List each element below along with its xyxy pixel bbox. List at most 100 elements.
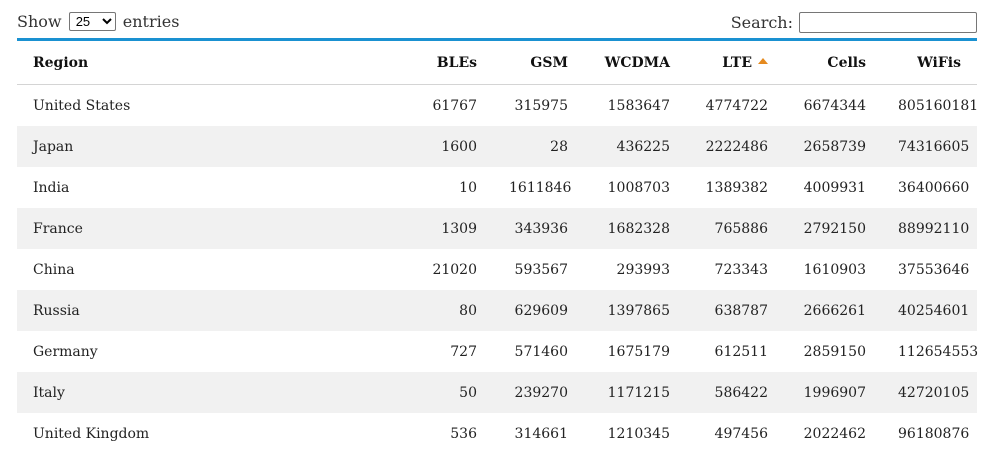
search-control: Search: xyxy=(731,12,977,33)
value-cell-bles: 10 xyxy=(343,167,493,208)
column-header-wifis[interactable]: WiFis xyxy=(882,41,977,85)
table-header: Region BLEs GSM WCDMA LTE Cells WiFis xyxy=(17,41,977,85)
value-cell-bles: 61767 xyxy=(343,85,493,127)
value-cell-lte: 638787 xyxy=(686,290,784,331)
data-table: Region BLEs GSM WCDMA LTE Cells WiFis United S… xyxy=(17,41,977,454)
region-cell: France xyxy=(17,208,343,249)
entries-per-page-select[interactable]: 25 xyxy=(69,12,116,31)
value-cell-lte: 2222486 xyxy=(686,126,784,167)
value-cell-gsm: 593567 xyxy=(493,249,584,290)
value-cell-wifis: 40254601 xyxy=(882,290,977,331)
column-header-wcdma[interactable]: WCDMA xyxy=(584,41,686,85)
value-cell-wcdma: 293993 xyxy=(584,249,686,290)
region-cell: United Kingdom xyxy=(17,413,343,454)
value-cell-cells: 2666261 xyxy=(784,290,882,331)
region-cell: Italy xyxy=(17,372,343,413)
value-cell-wcdma: 1583647 xyxy=(584,85,686,127)
value-cell-bles: 21020 xyxy=(343,249,493,290)
region-cell: Japan xyxy=(17,126,343,167)
value-cell-wifis: 42720105 xyxy=(882,372,977,413)
show-label: Show xyxy=(17,12,62,31)
value-cell-gsm: 28 xyxy=(493,126,584,167)
value-cell-wifis: 112654553 xyxy=(882,331,977,372)
value-cell-cells: 1996907 xyxy=(784,372,882,413)
table-wrapper: Show 25 entries Search: Region BLEs GSM WCD… xyxy=(17,0,977,454)
value-cell-lte: 723343 xyxy=(686,249,784,290)
column-header-bles[interactable]: BLEs xyxy=(343,41,493,85)
value-cell-wifis: 88992110 xyxy=(882,208,977,249)
column-header-label: LTE xyxy=(722,55,752,71)
column-header-label: BLEs xyxy=(437,55,477,71)
value-cell-cells: 2022462 xyxy=(784,413,882,454)
header-row: Region BLEs GSM WCDMA LTE Cells WiFis xyxy=(17,41,977,85)
value-cell-gsm: 629609 xyxy=(493,290,584,331)
column-header-region[interactable]: Region xyxy=(17,41,343,85)
value-cell-bles: 1309 xyxy=(343,208,493,249)
column-header-gsm[interactable]: GSM xyxy=(493,41,584,85)
column-header-label: Region xyxy=(33,55,88,71)
value-cell-gsm: 343936 xyxy=(493,208,584,249)
region-cell: India xyxy=(17,167,343,208)
value-cell-lte: 586422 xyxy=(686,372,784,413)
column-header-cells[interactable]: Cells xyxy=(784,41,882,85)
value-cell-bles: 727 xyxy=(343,331,493,372)
column-header-label: WCDMA xyxy=(605,55,670,71)
column-header-label: Cells xyxy=(827,55,866,71)
value-cell-wcdma: 1682328 xyxy=(584,208,686,249)
value-cell-cells: 4009931 xyxy=(784,167,882,208)
value-cell-lte: 765886 xyxy=(686,208,784,249)
value-cell-bles: 50 xyxy=(343,372,493,413)
value-cell-wifis: 36400660 xyxy=(882,167,977,208)
value-cell-gsm: 315975 xyxy=(493,85,584,127)
entries-label: entries xyxy=(123,12,180,31)
search-input[interactable] xyxy=(799,12,977,33)
value-cell-cells: 2792150 xyxy=(784,208,882,249)
value-cell-gsm: 1611846 xyxy=(493,167,584,208)
length-control: Show 25 entries xyxy=(17,12,179,32)
column-header-label: GSM xyxy=(530,55,568,71)
value-cell-wcdma: 1210345 xyxy=(584,413,686,454)
value-cell-wifis: 37553646 xyxy=(882,249,977,290)
value-cell-wcdma: 1397865 xyxy=(584,290,686,331)
value-cell-wifis: 805160181 xyxy=(882,85,977,127)
sort-ascending-icon xyxy=(758,58,768,64)
value-cell-lte: 612511 xyxy=(686,331,784,372)
value-cell-wcdma: 436225 xyxy=(584,126,686,167)
value-cell-gsm: 314661 xyxy=(493,413,584,454)
search-label: Search: xyxy=(731,13,793,33)
value-cell-gsm: 571460 xyxy=(493,331,584,372)
table-controls: Show 25 entries Search: xyxy=(17,0,977,38)
value-cell-bles: 1600 xyxy=(343,126,493,167)
value-cell-cells: 2658739 xyxy=(784,126,882,167)
region-cell: China xyxy=(17,249,343,290)
region-cell: United States xyxy=(17,85,343,127)
value-cell-wcdma: 1171215 xyxy=(584,372,686,413)
value-cell-bles: 80 xyxy=(343,290,493,331)
value-cell-bles: 536 xyxy=(343,413,493,454)
value-cell-wcdma: 1675179 xyxy=(584,331,686,372)
column-header-lte[interactable]: LTE xyxy=(686,41,784,85)
value-cell-cells: 1610903 xyxy=(784,249,882,290)
value-cell-lte: 1389382 xyxy=(686,167,784,208)
value-cell-cells: 2859150 xyxy=(784,331,882,372)
value-cell-lte: 497456 xyxy=(686,413,784,454)
region-cell: Germany xyxy=(17,331,343,372)
value-cell-lte: 4774722 xyxy=(686,85,784,127)
value-cell-gsm: 239270 xyxy=(493,372,584,413)
value-cell-wifis: 96180876 xyxy=(882,413,977,454)
region-cell: Russia xyxy=(17,290,343,331)
column-header-label: WiFis xyxy=(917,55,961,71)
value-cell-wcdma: 1008703 xyxy=(584,167,686,208)
value-cell-cells: 6674344 xyxy=(784,85,882,127)
value-cell-wifis: 74316605 xyxy=(882,126,977,167)
